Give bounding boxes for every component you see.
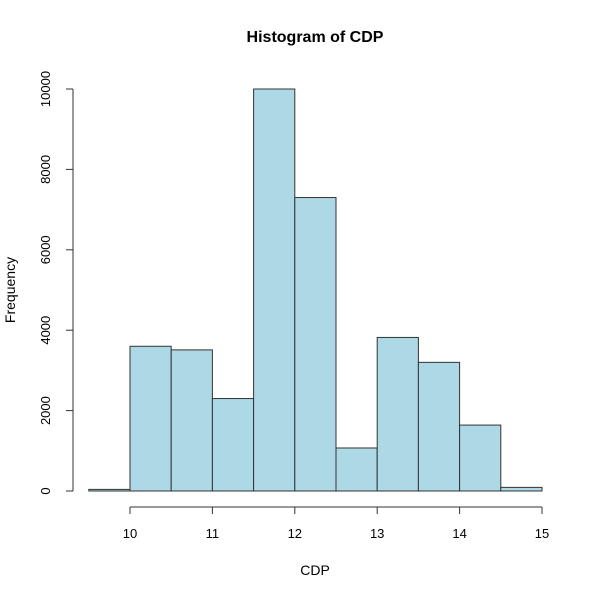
- y-tick-label-6000: 6000: [38, 235, 53, 264]
- y-tick-label-2000: 2000: [38, 396, 53, 425]
- histogram-bar-7: [335, 447, 378, 492]
- histogram-bar-8: [376, 336, 419, 492]
- histogram-bar-11: [500, 486, 543, 492]
- y-tick-label-0: 0: [38, 487, 53, 494]
- y-tick-label-10000: 10000: [38, 71, 53, 107]
- x-tick-label-12: 12: [288, 526, 302, 541]
- histogram-bar-10: [459, 424, 502, 492]
- x-tick-label-10: 10: [123, 526, 137, 541]
- histogram-bar-4: [211, 398, 255, 492]
- bars-group: [88, 88, 543, 492]
- x-tick-label-13: 13: [370, 526, 384, 541]
- x-tick-label-15: 15: [535, 526, 549, 541]
- histogram-bar-9: [417, 361, 461, 492]
- x-tick-label-14: 14: [452, 526, 466, 541]
- y-axis: 0 2000 4000 6000 8000 10000: [38, 71, 74, 495]
- y-axis-label: Frequency: [2, 257, 18, 323]
- histogram-bar-6: [294, 197, 337, 492]
- y-tick-label-8000: 8000: [38, 155, 53, 184]
- y-tick-label-4000: 4000: [38, 316, 53, 345]
- x-axis-label: CDP: [300, 562, 330, 578]
- histogram-bar-2: [129, 345, 172, 492]
- x-axis: 10 11 12 13 14 15: [123, 506, 549, 541]
- histogram-bar-5: [253, 88, 296, 492]
- chart-title: Histogram of CDP: [247, 29, 384, 46]
- histogram-bar-1: [88, 488, 131, 492]
- histogram-bar-3: [170, 349, 213, 492]
- x-tick-label-11: 11: [206, 526, 220, 541]
